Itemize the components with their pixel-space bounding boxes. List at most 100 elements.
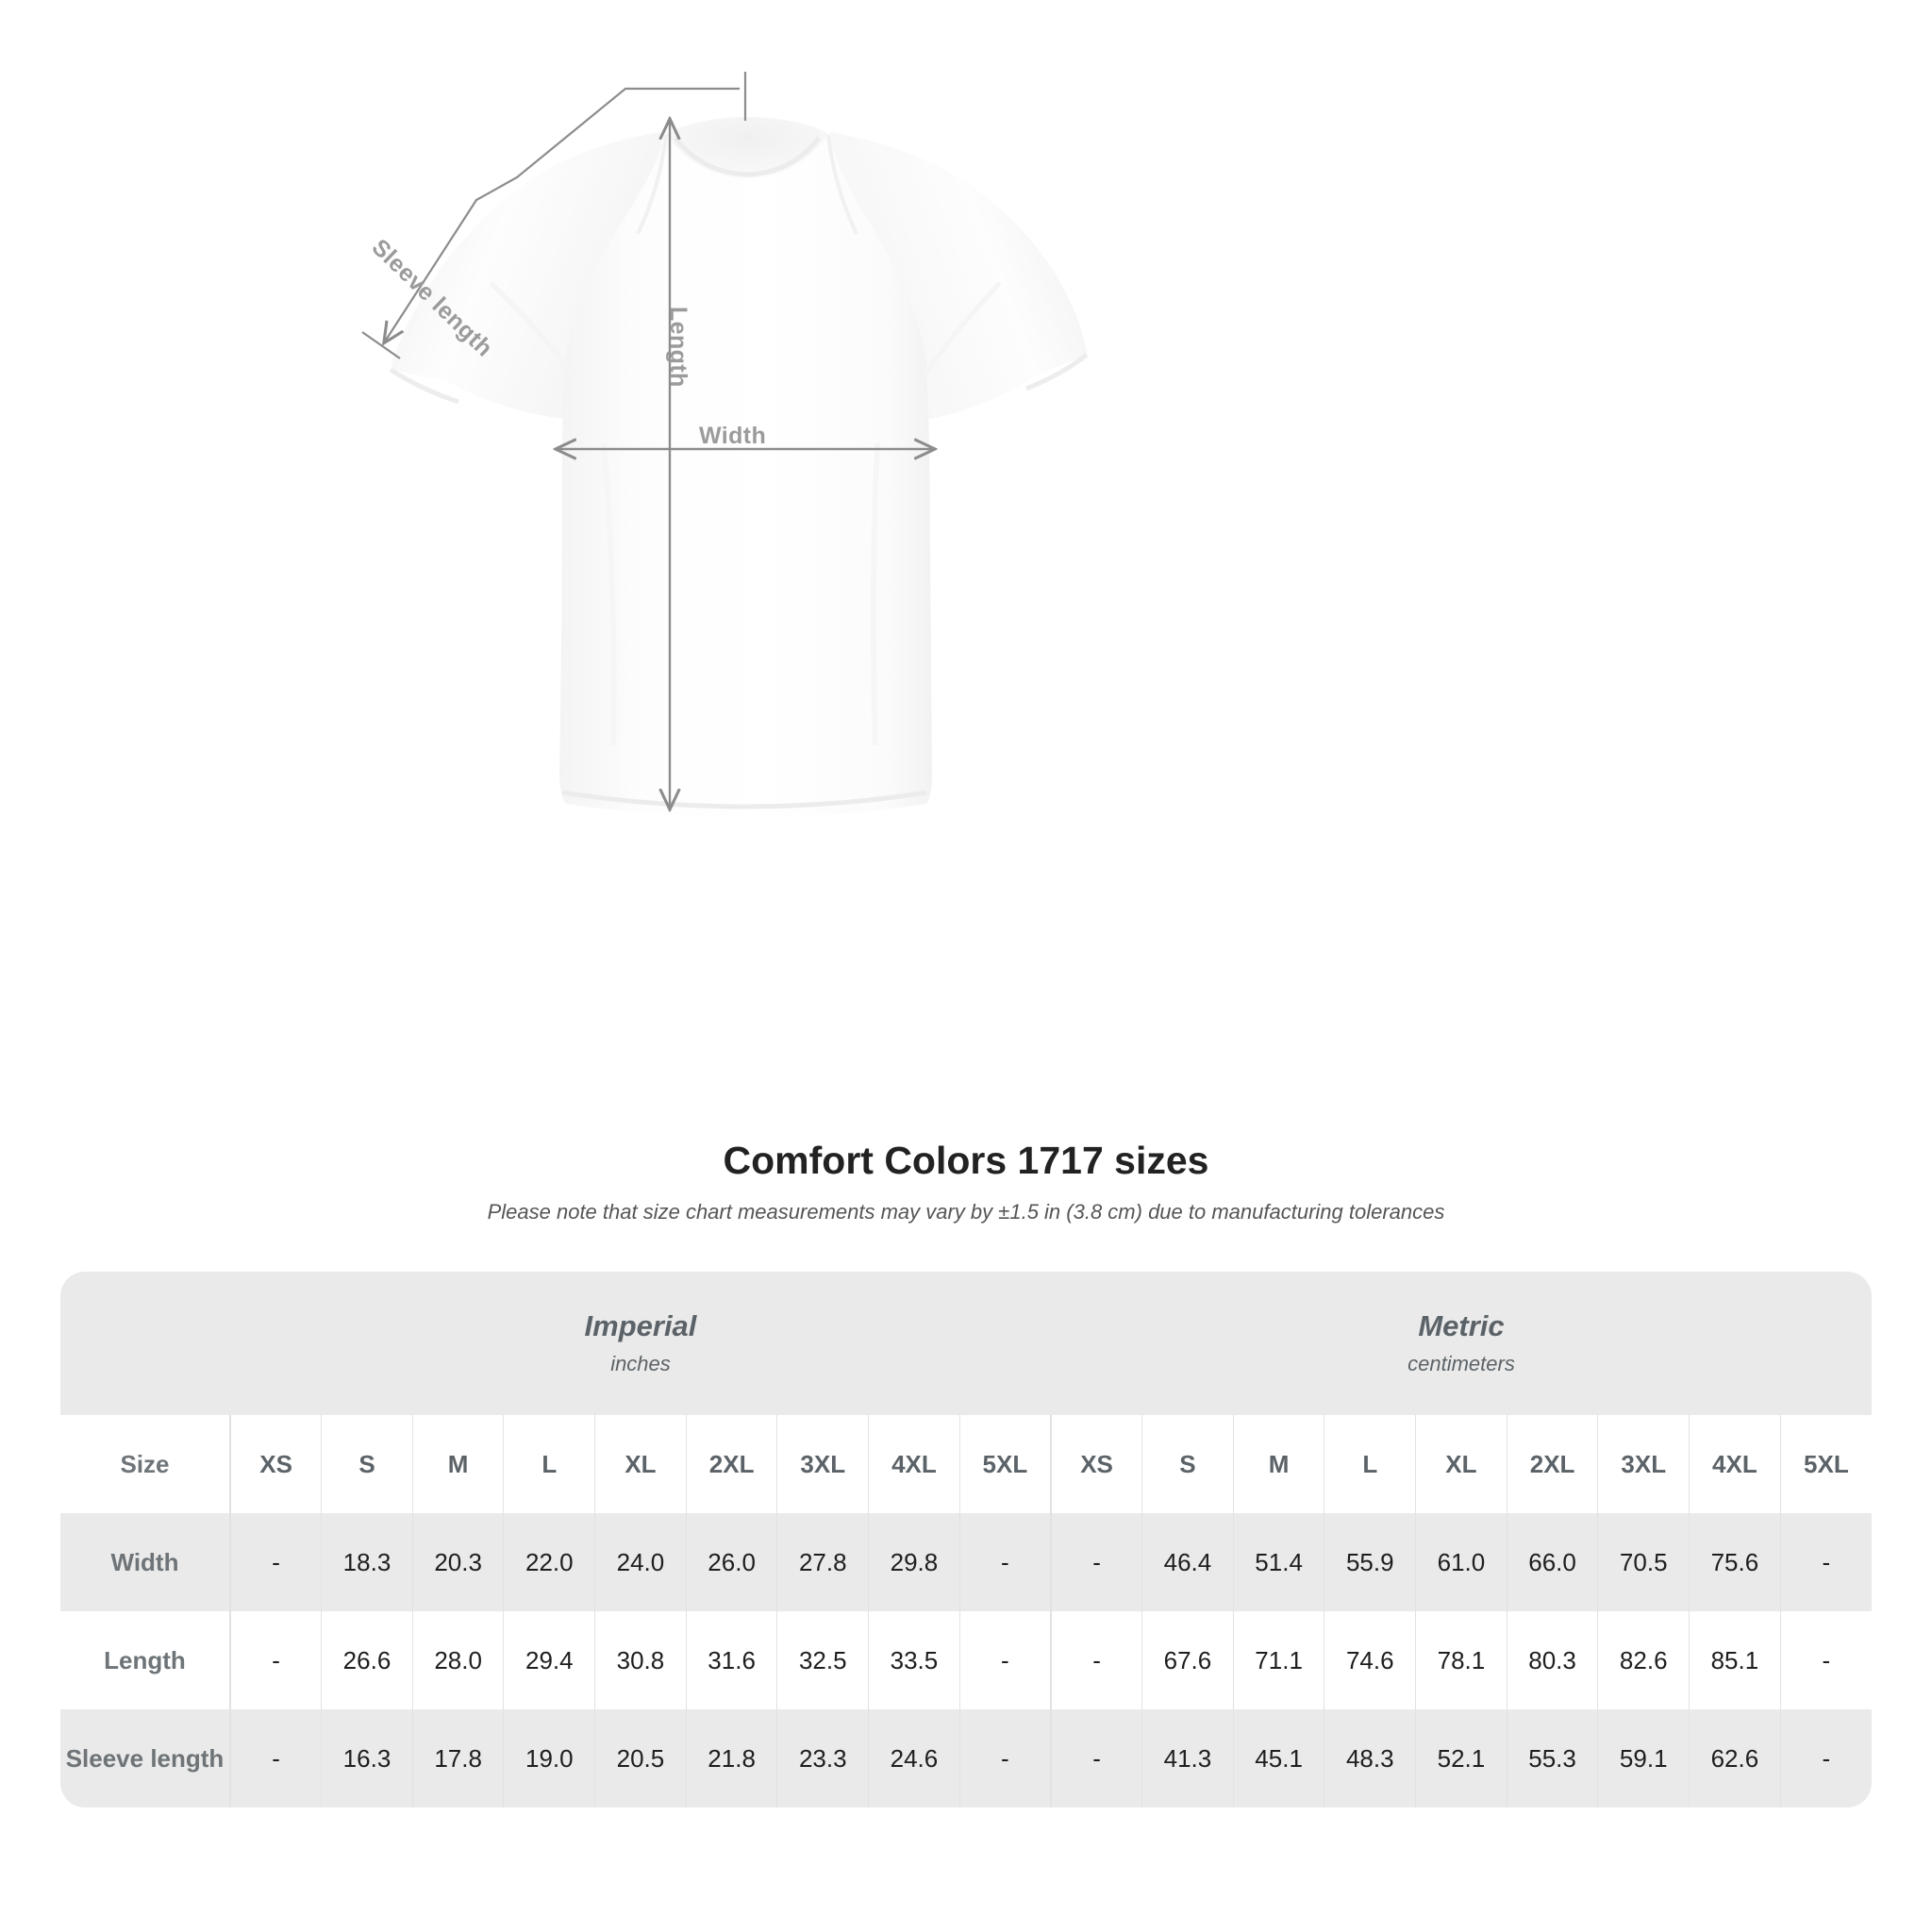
cell-sleeve-length-imperial-2xl: 21.8 <box>685 1709 777 1807</box>
cell-width-metric-5xl: - <box>1779 1513 1872 1611</box>
cell-length-metric-xs: - <box>1049 1611 1142 1709</box>
cell-sleeve-length-imperial-5xl: - <box>958 1709 1051 1807</box>
cell-sleeve-length-imperial-xl: 20.5 <box>594 1709 687 1807</box>
cell-width-metric-xl: 61.0 <box>1415 1513 1507 1611</box>
cell-sleeve-length-imperial-s: 16.3 <box>321 1709 413 1807</box>
cell-sleeve-length-metric-3xl: 59.1 <box>1597 1709 1690 1807</box>
size-table: Imperial inches Metric centimeters Size X… <box>60 1272 1872 1807</box>
cell-width-imperial-2xl: 26.0 <box>685 1513 777 1611</box>
cell-sleeve-length-imperial-l: 19.0 <box>503 1709 595 1807</box>
cell-width-imperial-4xl: 29.8 <box>868 1513 960 1611</box>
unit-header-imperial: Imperial inches <box>230 1272 1051 1415</box>
dimension-lines <box>361 72 933 808</box>
cell-sleeve-length-metric-2xl: 55.3 <box>1506 1709 1598 1807</box>
table-row: Sleeve length -16.3 17.8 19.0 20.5 21.8 23.3 24… <box>60 1709 1872 1807</box>
size-header-metric-xl: XL <box>1415 1415 1507 1513</box>
cell-sleeve-length-metric-xl: 52.1 <box>1415 1709 1507 1807</box>
width-label: Width <box>699 423 767 449</box>
row-label-sleeve-length: Sleeve length <box>60 1709 230 1807</box>
sleeve-length-line <box>385 87 740 341</box>
cell-sleeve-length-metric-m: 45.1 <box>1232 1709 1324 1807</box>
table-row: Width -18.3 20.3 22.0 24.0 26.0 27.8 29.8- -46.4… <box>60 1513 1872 1611</box>
cell-sleeve-length-imperial-xs: - <box>229 1709 322 1807</box>
cell-width-metric-xs: - <box>1049 1513 1142 1611</box>
cell-width-imperial-m: 20.3 <box>411 1513 504 1611</box>
unit-sub-metric: centimeters <box>1407 1352 1515 1376</box>
size-header-metric-2xl: 2XL <box>1506 1415 1598 1513</box>
cell-length-metric-4xl: 85.1 <box>1689 1611 1781 1709</box>
size-header-imperial-xs: XS <box>229 1415 322 1513</box>
cell-length-imperial-5xl: - <box>958 1611 1051 1709</box>
row-label-length: Length <box>60 1611 230 1709</box>
cell-length-metric-m: 71.1 <box>1232 1611 1324 1709</box>
row-label-width: Width <box>60 1513 230 1611</box>
title-block: Comfort Colors 1717 sizes Please note th… <box>0 1139 1932 1224</box>
cell-sleeve-length-metric-l: 48.3 <box>1324 1709 1416 1807</box>
sleeve-end-tick <box>361 331 401 359</box>
unit-header-spacer <box>60 1272 230 1415</box>
cell-sleeve-length-imperial-3xl: 23.3 <box>776 1709 869 1807</box>
cell-length-imperial-xs: - <box>229 1611 322 1709</box>
cell-length-imperial-3xl: 32.5 <box>776 1611 869 1709</box>
cell-width-imperial-3xl: 27.8 <box>776 1513 869 1611</box>
unit-name-imperial: Imperial <box>584 1309 697 1343</box>
size-table-body: Width -18.3 20.3 22.0 24.0 26.0 27.8 29.8- -46.4… <box>60 1513 1872 1807</box>
unit-header-metric: Metric centimeters <box>1050 1272 1872 1415</box>
size-table-wrap: Imperial inches Metric centimeters Size X… <box>60 1272 1872 1807</box>
cell-width-imperial-l: 22.0 <box>503 1513 595 1611</box>
unit-header-row: Imperial inches Metric centimeters <box>60 1272 1872 1415</box>
cell-length-imperial-4xl: 33.5 <box>868 1611 960 1709</box>
cell-length-imperial-s: 26.6 <box>321 1611 413 1709</box>
unit-name-metric: Metric <box>1418 1309 1505 1343</box>
cell-length-metric-l: 74.6 <box>1324 1611 1416 1709</box>
cell-width-metric-s: 46.4 <box>1141 1513 1234 1611</box>
cell-length-metric-s: 67.6 <box>1141 1611 1234 1709</box>
length-label: Length <box>665 307 691 388</box>
size-table-head: Imperial inches Metric centimeters Size X… <box>60 1272 1872 1513</box>
cell-sleeve-length-imperial-m: 17.8 <box>411 1709 504 1807</box>
size-header-imperial-4xl: 4XL <box>868 1415 960 1513</box>
cell-width-imperial-s: 18.3 <box>321 1513 413 1611</box>
cell-width-metric-l: 55.9 <box>1324 1513 1416 1611</box>
cell-sleeve-length-imperial-4xl: 24.6 <box>868 1709 960 1807</box>
size-header-row: Size XS S M L XL 2XL 3XL 4XL 5XL XS S M L XL 2XL 3XL 4XL 5… <box>60 1415 1872 1513</box>
size-header-imperial-3xl: 3XL <box>776 1415 869 1513</box>
size-header-metric-s: S <box>1141 1415 1234 1513</box>
size-header-metric-4xl: 4XL <box>1689 1415 1781 1513</box>
cell-width-metric-m: 51.4 <box>1232 1513 1324 1611</box>
cell-sleeve-length-metric-5xl: - <box>1779 1709 1872 1807</box>
size-header-imperial-l: L <box>503 1415 595 1513</box>
size-header-imperial-s: S <box>321 1415 413 1513</box>
cell-width-imperial-xl: 24.0 <box>594 1513 687 1611</box>
size-header-metric-xs: XS <box>1049 1415 1142 1513</box>
cell-length-imperial-m: 28.0 <box>411 1611 504 1709</box>
tshirt-illustration <box>361 72 1089 818</box>
cell-sleeve-length-metric-xs: - <box>1049 1709 1142 1807</box>
cell-width-metric-4xl: 75.6 <box>1689 1513 1781 1611</box>
size-header-metric-l: L <box>1324 1415 1416 1513</box>
cell-sleeve-length-metric-4xl: 62.6 <box>1689 1709 1781 1807</box>
size-header-metric-m: M <box>1232 1415 1324 1513</box>
tolerance-note: Please note that size chart measurements… <box>487 1200 1445 1224</box>
unit-sub-imperial: inches <box>610 1352 671 1376</box>
cell-length-metric-xl: 78.1 <box>1415 1611 1507 1709</box>
size-header-imperial-5xl: 5XL <box>958 1415 1051 1513</box>
cell-length-metric-2xl: 80.3 <box>1506 1611 1598 1709</box>
cell-length-imperial-2xl: 31.6 <box>685 1611 777 1709</box>
size-header-imperial-2xl: 2XL <box>685 1415 777 1513</box>
cell-width-metric-2xl: 66.0 <box>1506 1513 1598 1611</box>
tshirt-diagram: Sleeve length Length Width <box>361 72 1089 818</box>
size-header-metric-5xl: 5XL <box>1779 1415 1872 1513</box>
cell-length-imperial-xl: 30.8 <box>594 1611 687 1709</box>
cell-length-metric-5xl: - <box>1779 1611 1872 1709</box>
size-header-metric-3xl: 3XL <box>1597 1415 1690 1513</box>
tshirt-shape <box>389 116 1089 818</box>
size-header-imperial-xl: XL <box>594 1415 687 1513</box>
cell-length-metric-3xl: 82.6 <box>1597 1611 1690 1709</box>
cell-width-imperial-5xl: - <box>958 1513 1051 1611</box>
size-header-imperial-m: M <box>411 1415 504 1513</box>
cell-width-imperial-xs: - <box>229 1513 322 1611</box>
cell-sleeve-length-metric-s: 41.3 <box>1141 1709 1234 1807</box>
table-row: Length -26.6 28.0 29.4 30.8 31.6 32.5 33.5- -67.… <box>60 1611 1872 1709</box>
